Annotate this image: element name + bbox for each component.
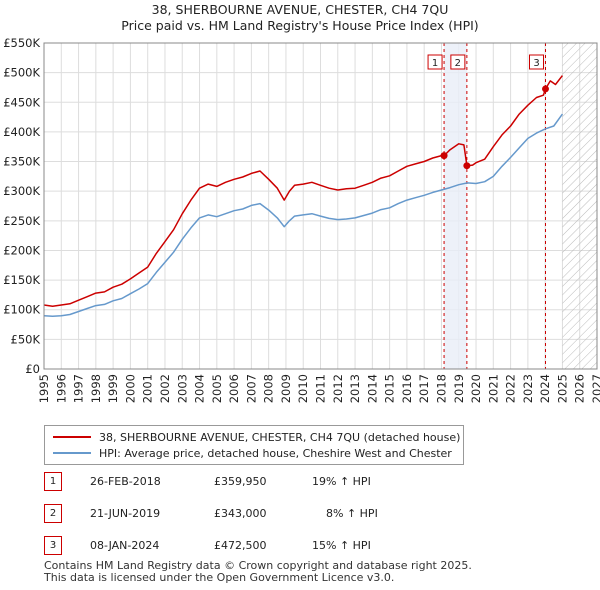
- y-tick-label: £350K: [3, 155, 40, 169]
- x-tick-label: 2007: [244, 374, 258, 403]
- plot-border: [43, 42, 598, 370]
- y-tick-label: £500K: [3, 66, 40, 80]
- x-tick-label: 2002: [158, 374, 172, 403]
- footer: Contains HM Land Registry data © Crown c…: [44, 560, 472, 584]
- legend-item-price: 38, SHERBOURNE AVENUE, CHESTER, CH4 7QU …: [53, 430, 460, 444]
- x-tick-label: 2022: [504, 374, 518, 403]
- x-tick-label: 2009: [279, 374, 293, 403]
- legend: 38, SHERBOURNE AVENUE, CHESTER, CH4 7QU …: [44, 425, 464, 465]
- price-paid-line: [43, 75, 563, 307]
- x-tick-label: 2026: [573, 374, 587, 403]
- transaction-point: [463, 162, 471, 170]
- transaction-date: 26-FEB-2018: [90, 475, 161, 488]
- x-tick-label: 2012: [331, 374, 345, 403]
- table-row: 3 08-JAN-2024 £472,500 15% ↑ HPI: [44, 536, 464, 556]
- x-tick-label: 2004: [193, 374, 207, 403]
- x-tick-label: 2001: [141, 374, 155, 403]
- transaction-price: £343,000: [214, 507, 267, 520]
- hpi-line: [43, 113, 564, 317]
- shaded-period: [444, 43, 467, 369]
- x-tick-label: 2010: [296, 374, 310, 403]
- chart-title: 38, SHERBOURNE AVENUE, CHESTER, CH4 7QU: [151, 2, 449, 17]
- x-tick-label: 1995: [37, 374, 51, 403]
- price-chart: 1 2 3 £0 £50K £100K £150K £200K £250K £300K £350K £…: [3, 36, 600, 403]
- y-tick-label: £200K: [3, 243, 40, 257]
- transaction-point: [440, 152, 448, 160]
- future-hatch: [562, 43, 597, 369]
- transaction-date: 21-JUN-2019: [90, 507, 161, 520]
- x-tick-label: 2003: [175, 374, 189, 403]
- transaction-number: 3: [44, 536, 62, 555]
- x-tick-label: 2014: [365, 374, 379, 403]
- y-tick-label: £550K: [3, 36, 40, 50]
- table-row: 1 26-FEB-2018 £359,950 19% ↑ HPI: [44, 472, 464, 492]
- x-tick-label: 2020: [469, 374, 483, 403]
- transaction-label-box: [450, 54, 466, 70]
- y-tick-label: £250K: [3, 214, 40, 228]
- transaction-number: 1: [44, 472, 62, 491]
- legend-label-price: 38, SHERBOURNE AVENUE, CHESTER, CH4 7QU …: [99, 430, 461, 444]
- x-tick-label: 2011: [314, 374, 328, 403]
- x-tick-label: 1997: [72, 374, 86, 403]
- transaction-number: 2: [44, 504, 62, 523]
- transaction-hpi: 19% ↑ HPI: [312, 475, 371, 488]
- y-tick-label: £0: [25, 362, 40, 376]
- y-tick-label: £150K: [3, 273, 40, 287]
- transaction-label: 1: [432, 58, 438, 69]
- transaction-label-box: [427, 54, 443, 70]
- x-tick-label: 2024: [538, 374, 552, 403]
- transaction-date: 08-JAN-2024: [90, 539, 160, 552]
- y-tick-label: £450K: [3, 95, 40, 109]
- legend-item-hpi: HPI: Average price, detached house, Ches…: [53, 446, 452, 460]
- x-tick-label: 1996: [54, 374, 68, 403]
- legend-swatch-hpi: [53, 452, 91, 454]
- x-tick-label: 2027: [590, 374, 600, 403]
- x-tick-label: 2025: [555, 374, 569, 403]
- x-tick-label: 2021: [486, 374, 500, 403]
- x-tick-label: 2019: [452, 374, 466, 403]
- table-row: 2 21-JUN-2019 £343,000 8% ↑ HPI: [44, 504, 464, 524]
- x-tick-label: 1999: [106, 374, 120, 403]
- x-tick-label: 2016: [400, 374, 414, 403]
- transaction-label: 3: [533, 58, 539, 69]
- x-tick-label: 2017: [417, 374, 431, 403]
- transaction-label-box: [529, 54, 545, 70]
- transaction-hpi: 8% ↑ HPI: [326, 507, 378, 520]
- x-tick-label: 2000: [123, 374, 137, 403]
- transaction-hpi: 15% ↑ HPI: [312, 539, 371, 552]
- transaction-label: 2: [455, 58, 461, 69]
- x-tick-label: 2013: [348, 374, 362, 403]
- x-tick-label: 1998: [89, 374, 103, 403]
- x-tick-label: 2015: [383, 374, 397, 403]
- legend-swatch-price: [53, 436, 91, 438]
- y-tick-label: £50K: [11, 332, 41, 346]
- x-tick-label: 2006: [227, 374, 241, 403]
- y-tick-label: £100K: [3, 303, 40, 317]
- y-tick-label: £400K: [3, 125, 40, 139]
- y-tick-label: £300K: [3, 184, 40, 198]
- chart-subtitle: Price paid vs. HM Land Registry's House …: [121, 18, 479, 33]
- transaction-price: £472,500: [214, 539, 267, 552]
- transaction-point: [542, 85, 550, 93]
- x-tick-label: 2005: [210, 374, 224, 403]
- footer-licence: This data is licensed under the Open Gov…: [44, 571, 395, 584]
- legend-label-hpi: HPI: Average price, detached house, Ches…: [99, 446, 452, 460]
- x-tick-label: 2008: [262, 374, 276, 403]
- x-tick-label: 2018: [434, 374, 448, 403]
- transaction-price: £359,950: [214, 475, 267, 488]
- footer-copyright: Contains HM Land Registry data © Crown c…: [44, 559, 472, 572]
- x-tick-label: 2023: [521, 374, 535, 403]
